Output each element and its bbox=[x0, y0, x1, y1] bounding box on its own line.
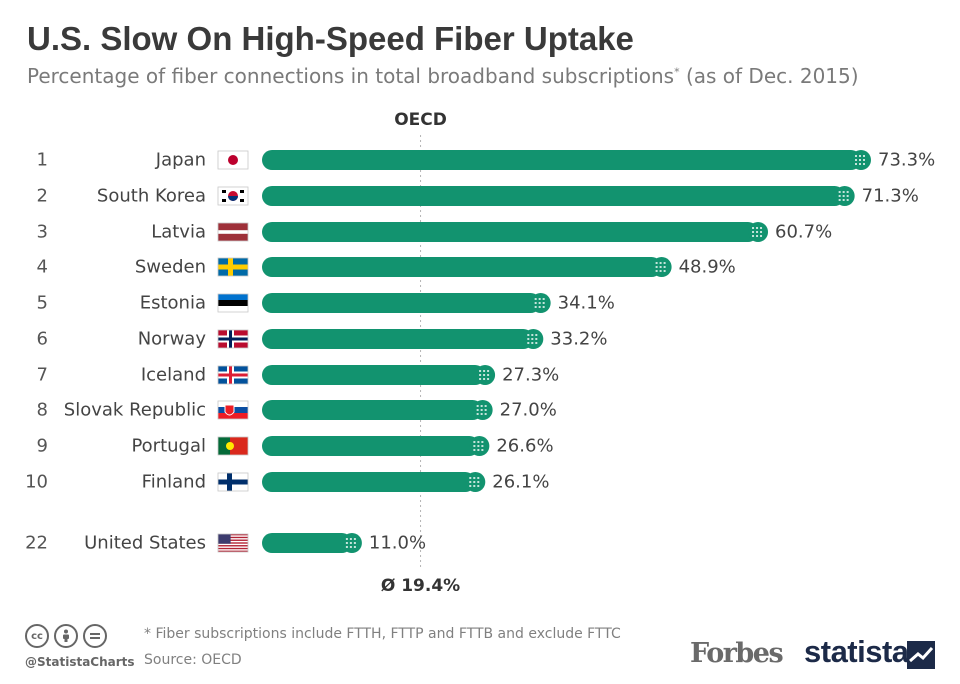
rank-4: 4 bbox=[37, 257, 48, 278]
country-label-japan: Japan bbox=[155, 150, 206, 171]
bar-latvia bbox=[262, 222, 759, 242]
country-label-iceland: Iceland bbox=[141, 365, 206, 386]
value-label-norway: 33.2% bbox=[550, 329, 607, 350]
value-label-finland: 26.1% bbox=[492, 472, 549, 493]
chart-subtitle: Percentage of fiber connections in total… bbox=[27, 64, 859, 88]
finland-flag bbox=[217, 472, 249, 492]
bar-slovak-republic bbox=[262, 400, 483, 420]
japan-flag bbox=[217, 150, 249, 170]
fiber-end-icon bbox=[523, 329, 544, 349]
iceland-flag bbox=[217, 365, 249, 385]
bar-finland bbox=[262, 472, 476, 492]
rank-7: 7 bbox=[37, 365, 48, 386]
fiber-end-icon bbox=[651, 257, 672, 277]
fiber-end-icon bbox=[475, 365, 496, 385]
estonia-flag bbox=[217, 293, 249, 313]
country-label-estonia: Estonia bbox=[140, 293, 206, 314]
value-label-japan: 73.3% bbox=[878, 150, 935, 171]
value-label-sweden: 48.9% bbox=[679, 257, 736, 278]
bar-united-states bbox=[262, 533, 352, 553]
value-label-portugal: 26.6% bbox=[496, 436, 553, 457]
fiber-end-icon bbox=[341, 533, 362, 553]
oecd-average-label: Ø 19.4% bbox=[381, 576, 460, 596]
country-label-south-korea: South Korea bbox=[97, 186, 206, 207]
rank-9: 9 bbox=[37, 436, 48, 457]
value-label-south-korea: 71.3% bbox=[862, 186, 919, 207]
country-label-latvia: Latvia bbox=[151, 222, 206, 243]
fiber-end-icon bbox=[748, 222, 769, 242]
value-label-iceland: 27.3% bbox=[502, 365, 559, 386]
value-label-slovak-republic: 27.0% bbox=[500, 400, 557, 421]
chart-title: U.S. Slow On High-Speed Fiber Uptake bbox=[27, 20, 634, 57]
subtitle-text: Percentage of fiber connections in total… bbox=[27, 64, 675, 88]
oecd-label: OECD bbox=[394, 110, 447, 130]
country-label-finland: Finland bbox=[142, 472, 206, 493]
country-label-sweden: Sweden bbox=[135, 257, 206, 278]
latvia-flag bbox=[217, 222, 249, 242]
subtitle-footnote-mark: * bbox=[674, 65, 680, 79]
rank-10: 10 bbox=[25, 472, 48, 493]
bar-sweden bbox=[262, 257, 662, 277]
usa-flag bbox=[217, 533, 249, 553]
rank-3: 3 bbox=[37, 222, 48, 243]
fiber-end-icon bbox=[472, 400, 493, 420]
country-label-united-states: United States bbox=[84, 533, 206, 554]
rank-5: 5 bbox=[37, 293, 48, 314]
bar-portugal bbox=[262, 436, 480, 456]
fiber-end-icon bbox=[469, 436, 490, 456]
source: Source: OECD bbox=[144, 652, 242, 668]
bar-estonia bbox=[262, 293, 541, 313]
fiber-end-icon bbox=[834, 186, 855, 206]
slovakia-flag bbox=[217, 400, 249, 420]
sweden-flag bbox=[217, 257, 249, 277]
statista-logo-mark bbox=[907, 641, 935, 669]
rank-6: 6 bbox=[37, 329, 48, 350]
bar-japan bbox=[262, 150, 861, 170]
bar-norway bbox=[262, 329, 534, 349]
fiber-end-icon bbox=[851, 150, 871, 170]
statista-handle: @StatistaCharts bbox=[25, 655, 135, 669]
norway-flag bbox=[217, 329, 249, 349]
country-label-norway: Norway bbox=[138, 329, 207, 350]
cc-icon: cc bbox=[25, 624, 49, 648]
fiber-end-icon bbox=[530, 293, 551, 313]
bar-iceland bbox=[262, 365, 486, 385]
portugal-flag bbox=[217, 436, 249, 456]
bar-south-korea bbox=[262, 186, 845, 206]
statista-logo[interactable]: statista bbox=[804, 634, 909, 669]
forbes-logo[interactable]: Forbes bbox=[690, 638, 784, 669]
fiber-end-icon bbox=[465, 472, 486, 492]
footnote: * Fiber subscriptions include FTTH, FTTP… bbox=[144, 626, 621, 642]
south-korea-flag bbox=[217, 186, 249, 206]
rank-8: 8 bbox=[37, 400, 48, 421]
value-label-latvia: 60.7% bbox=[775, 222, 832, 243]
rank-2: 2 bbox=[37, 186, 48, 207]
country-label-slovak-republic: Slovak Republic bbox=[64, 400, 206, 421]
value-label-estonia: 34.1% bbox=[558, 293, 615, 314]
subtitle-date: (as of Dec. 2015) bbox=[679, 64, 859, 88]
license-icons: cc bbox=[25, 624, 107, 648]
country-label-portugal: Portugal bbox=[131, 436, 206, 457]
attribution-icon bbox=[54, 624, 78, 648]
no-derivatives-icon bbox=[83, 624, 107, 648]
value-label-united-states: 11.0% bbox=[369, 533, 426, 554]
rank-22: 22 bbox=[25, 533, 48, 554]
rank-1: 1 bbox=[37, 150, 48, 171]
